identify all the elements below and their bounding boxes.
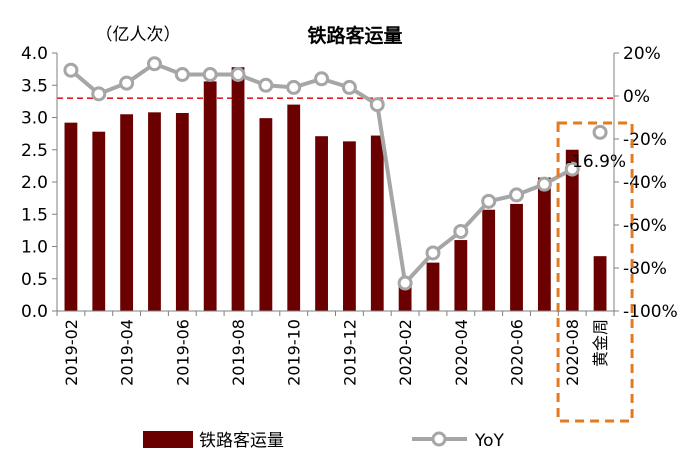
right-tick-label: -60% <box>623 216 667 236</box>
x-tick-label: 黄金周 <box>591 319 610 367</box>
right-tick-label: 20% <box>623 44 661 64</box>
yoy-point <box>63 62 79 78</box>
bar <box>593 256 607 311</box>
left-tick-label: 2.5 <box>21 141 48 161</box>
bar <box>203 81 217 311</box>
x-tick-label: 2019-04 <box>118 319 137 386</box>
x-tick-label: 2019-12 <box>340 319 359 386</box>
yoy-point <box>564 161 580 177</box>
bar <box>565 149 579 311</box>
yoy-annotation: -16.9% <box>566 152 626 172</box>
left-tick-label: 1.5 <box>21 205 48 225</box>
right-tick-label: -80% <box>623 259 667 279</box>
yoy-point <box>397 275 413 291</box>
legend: 铁路客运量 YoY <box>143 431 505 451</box>
bar <box>148 112 161 311</box>
yoy-point <box>91 86 107 102</box>
left-tick-label: 0.0 <box>21 302 48 322</box>
bar <box>370 135 384 311</box>
bar <box>537 177 551 311</box>
x-tick-label: 2020-06 <box>508 319 527 386</box>
yoy-point <box>258 77 274 93</box>
yoy-point <box>341 79 357 95</box>
right-tick-label: -100% <box>623 302 678 322</box>
bar <box>92 131 106 311</box>
legend-line-marker <box>431 431 447 447</box>
yoy-point <box>369 97 385 113</box>
left-tick-label: 3.0 <box>21 109 48 129</box>
left-tick-label: 2.0 <box>21 173 48 193</box>
bar <box>120 114 134 312</box>
yoy-point <box>146 56 162 72</box>
yoy-point <box>286 79 302 95</box>
bar <box>343 141 356 311</box>
bar <box>426 262 440 311</box>
yoy-point <box>481 193 497 209</box>
bar <box>287 104 301 311</box>
right-tick-label: -40% <box>623 173 667 193</box>
yoy-point <box>202 67 218 82</box>
left-tick-label: 1.0 <box>21 238 48 258</box>
yoy-point <box>425 245 441 261</box>
highlight-box <box>556 121 634 423</box>
x-tick-label: 2019-10 <box>285 319 304 386</box>
x-tick-label: 2020-08 <box>563 319 582 386</box>
bar <box>315 136 328 311</box>
yoy-point <box>230 67 246 82</box>
right-tick-label: 0% <box>623 87 650 107</box>
right-axis-ticks: -100% -80% -60% -40% -20% 0% 20% <box>614 44 678 322</box>
yoy-point <box>314 71 330 87</box>
yoy-point <box>119 75 135 91</box>
left-tick-label: 3.5 <box>21 76 48 96</box>
chart-title: 铁路客运量 <box>307 24 402 47</box>
left-tick-label: 0.5 <box>21 270 48 290</box>
legend-bar-label: 铁路客运量 <box>199 431 284 451</box>
yoy-point <box>536 176 552 192</box>
x-tick-label: 2020-02 <box>396 319 415 386</box>
legend-bar-swatch <box>143 431 193 448</box>
bar <box>175 112 189 311</box>
axes <box>56 53 615 316</box>
bar <box>510 203 523 311</box>
x-tick-label: 2019-02 <box>62 319 81 386</box>
left-axis-ticks: 0.0 0.5 1.0 1.5 2.0 2.5 3.0 3.5 4.0 <box>21 44 57 322</box>
yoy-point <box>174 67 190 82</box>
x-axis-ticks: 2019-02 2019-04 2019-06 2019-08 2019-10 2019-… <box>62 319 610 386</box>
right-tick-label: -20% <box>623 130 667 150</box>
x-tick-label: 2020-04 <box>452 319 471 386</box>
bar-series <box>64 67 607 312</box>
legend-line-label: YoY <box>474 431 505 451</box>
bar <box>259 118 273 312</box>
bar <box>64 122 78 311</box>
bar <box>454 240 468 311</box>
annotations: -16.9% <box>556 121 634 423</box>
bar <box>482 209 496 311</box>
line-series <box>63 56 608 291</box>
yoy-point <box>509 187 525 203</box>
x-tick-label: 2019-06 <box>173 319 192 386</box>
unit-label: （亿人次） <box>96 25 181 45</box>
bar <box>231 67 245 311</box>
yoy-point <box>592 124 608 140</box>
left-tick-label: 4.0 <box>21 44 48 64</box>
yoy-point <box>453 223 469 239</box>
x-tick-label: 2019-08 <box>229 319 248 386</box>
